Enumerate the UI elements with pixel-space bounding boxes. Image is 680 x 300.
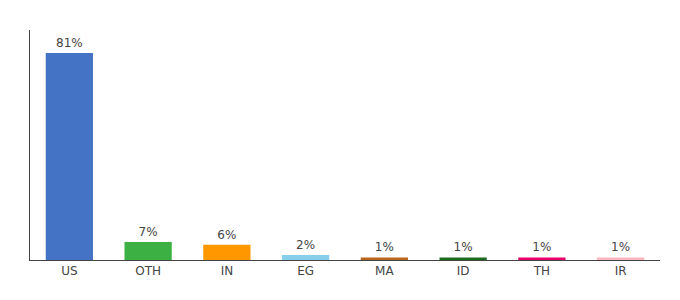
svg-text:OTH: OTH <box>135 264 161 278</box>
svg-text:2%: 2% <box>296 238 315 252</box>
svg-text:81%: 81% <box>56 36 83 50</box>
svg-text:ID: ID <box>457 264 470 278</box>
svg-text:IN: IN <box>221 264 234 278</box>
svg-text:1%: 1% <box>532 240 551 254</box>
svg-text:EG: EG <box>297 264 314 278</box>
svg-text:1%: 1% <box>454 240 473 254</box>
svg-text:TH: TH <box>533 264 550 278</box>
svg-text:US: US <box>61 264 77 278</box>
svg-text:6%: 6% <box>217 228 236 242</box>
svg-text:1%: 1% <box>375 240 394 254</box>
svg-text:MA: MA <box>375 264 394 278</box>
svg-text:7%: 7% <box>139 225 158 239</box>
svg-text:IR: IR <box>615 264 627 278</box>
svg-text:1%: 1% <box>611 240 630 254</box>
